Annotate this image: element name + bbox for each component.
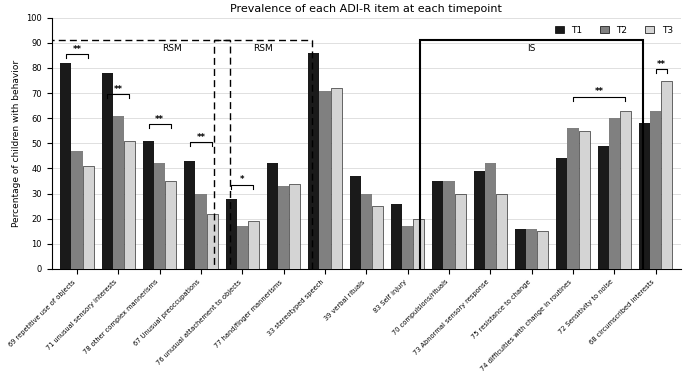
Text: **: **	[155, 115, 164, 124]
Text: RSM: RSM	[253, 44, 273, 53]
Bar	[579, 131, 590, 269]
Bar	[82, 166, 94, 269]
Bar	[237, 226, 248, 269]
Bar	[473, 171, 485, 269]
Bar	[319, 91, 330, 269]
Bar	[308, 53, 319, 269]
Bar	[278, 186, 289, 269]
Bar	[597, 146, 609, 269]
Bar	[330, 88, 342, 269]
Bar	[143, 141, 154, 269]
Y-axis label: Percentage of children with behavior: Percentage of children with behavior	[12, 60, 21, 227]
Legend: T1, T2, T3: T1, T2, T3	[551, 22, 676, 38]
Bar	[620, 111, 631, 269]
Bar	[267, 164, 278, 269]
Text: **: **	[114, 85, 123, 94]
Bar	[124, 141, 135, 269]
Bar	[60, 63, 71, 269]
Bar	[443, 181, 455, 269]
Bar	[455, 194, 466, 269]
Text: **: **	[73, 45, 82, 54]
Bar	[432, 181, 443, 269]
Bar	[526, 229, 537, 269]
Bar	[225, 199, 237, 269]
Bar	[71, 151, 82, 269]
Bar	[496, 194, 507, 269]
Text: IS: IS	[527, 44, 536, 53]
Bar	[556, 158, 567, 269]
Bar	[154, 164, 165, 269]
Bar	[184, 161, 195, 269]
Bar	[650, 111, 661, 269]
Bar	[413, 219, 424, 269]
Text: **: **	[197, 133, 205, 142]
Bar	[485, 164, 496, 269]
Bar	[372, 206, 383, 269]
Bar	[206, 214, 218, 269]
Bar	[165, 181, 176, 269]
Bar	[248, 221, 259, 269]
Text: *: *	[240, 175, 245, 184]
Bar	[537, 231, 548, 269]
Text: **: **	[595, 87, 603, 96]
Bar	[661, 80, 672, 269]
Text: RSM: RSM	[162, 44, 182, 53]
Bar	[113, 116, 124, 269]
Bar	[567, 128, 579, 269]
Bar	[48, 40, 229, 271]
Bar	[639, 123, 650, 269]
Bar	[420, 40, 643, 271]
Bar	[391, 204, 402, 269]
Bar	[195, 194, 206, 269]
Bar	[515, 229, 526, 269]
Bar	[361, 194, 372, 269]
Title: Prevalence of each ADI-R item at each timepoint: Prevalence of each ADI-R item at each ti…	[230, 4, 502, 14]
Bar	[101, 73, 113, 269]
Bar	[214, 40, 312, 271]
Bar	[609, 118, 620, 269]
Bar	[289, 183, 300, 269]
Text: **: **	[657, 60, 666, 69]
Bar	[349, 176, 361, 269]
Bar	[402, 226, 413, 269]
